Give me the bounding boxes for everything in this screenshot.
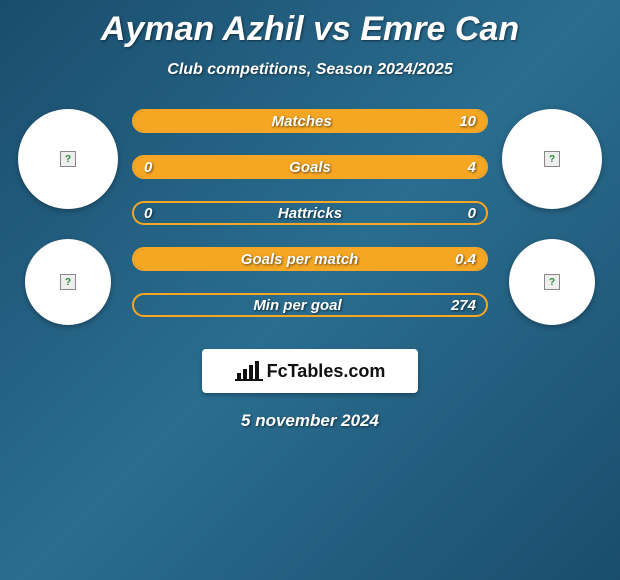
stat-label: Min per goal <box>253 297 341 314</box>
stat-row: Matches 10 <box>132 109 488 133</box>
bar-chart-icon <box>235 361 263 381</box>
logo-text: FcTables.com <box>267 361 386 382</box>
stat-right-value: 4 <box>468 159 476 176</box>
stat-row: 0 Hattricks 0 <box>132 201 488 225</box>
stats-list: Matches 10 0 Goals 4 0 Hattricks 0 Goals… <box>128 109 492 317</box>
broken-image-icon: ? <box>544 274 560 290</box>
stat-row: 0 Goals 4 <box>132 155 488 179</box>
left-club-logo: ? <box>25 239 111 325</box>
stat-right-value: 274 <box>451 297 476 314</box>
stat-right-value: 0 <box>468 205 476 222</box>
stat-row: Min per goal 274 <box>132 293 488 317</box>
right-club-logo: ? <box>509 239 595 325</box>
stat-left-value: 0 <box>144 205 152 222</box>
fctables-logo: FcTables.com <box>202 349 418 393</box>
stat-row: Goals per match 0.4 <box>132 247 488 271</box>
stat-left-value: 0 <box>144 159 152 176</box>
right-side: ? ? <box>492 109 612 325</box>
page-title: Ayman Azhil vs Emre Can <box>0 0 620 49</box>
broken-image-icon: ? <box>60 151 76 167</box>
stat-label: Matches <box>272 113 332 130</box>
right-player-avatar: ? <box>502 109 602 209</box>
broken-image-icon: ? <box>544 151 560 167</box>
stat-label: Goals per match <box>241 251 359 268</box>
stat-label: Goals <box>289 159 331 176</box>
date-text: 5 november 2024 <box>0 411 620 431</box>
left-side: ? ? <box>8 109 128 325</box>
comparison-content: ? ? Matches 10 0 Goals 4 0 Hattricks 0 <box>0 109 620 325</box>
stat-right-value: 0.4 <box>455 251 476 268</box>
page-subtitle: Club competitions, Season 2024/2025 <box>0 61 620 79</box>
left-player-avatar: ? <box>18 109 118 209</box>
stat-right-value: 10 <box>459 113 476 130</box>
stat-label: Hattricks <box>278 205 342 222</box>
broken-image-icon: ? <box>60 274 76 290</box>
